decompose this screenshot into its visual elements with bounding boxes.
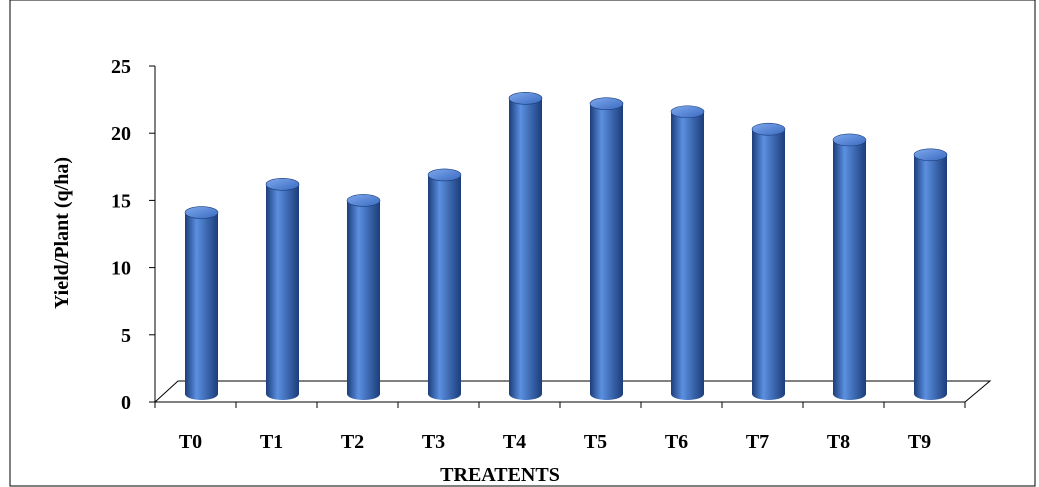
x-tick-label: T0 (179, 431, 202, 453)
x-tick-label: T9 (908, 431, 931, 453)
bar-series (184, 92, 948, 401)
bar-T0 (184, 206, 219, 401)
bar-body (509, 98, 542, 400)
bar-top (184, 206, 219, 219)
y-tick-label: 0 (121, 392, 131, 414)
bar-top (751, 122, 786, 136)
bar-body (833, 139, 866, 401)
bar-body (752, 129, 785, 401)
x-tick-label: T5 (584, 431, 607, 453)
y-tick-label: 10 (111, 258, 131, 280)
bar-T2 (346, 194, 381, 401)
bar-T5 (589, 97, 624, 401)
y-tick-label: 25 (111, 56, 131, 78)
y-tick-label: 15 (111, 190, 131, 212)
y-tick-label: 20 (111, 123, 131, 145)
bar-T1 (265, 178, 300, 401)
bar-top (913, 148, 948, 162)
y-tick-label: 5 (121, 325, 131, 347)
y-axis-ticks: 0 5 10 15 20 25 (111, 56, 155, 414)
bar-body (914, 154, 947, 401)
bar-T9 (913, 148, 948, 401)
x-tick-label: T6 (665, 431, 688, 453)
bar-top (508, 92, 543, 105)
x-tick-label: T2 (341, 431, 364, 453)
bar-body (347, 200, 380, 401)
bar-top (589, 97, 624, 110)
x-tick-label: T4 (503, 431, 526, 453)
bar-body (266, 184, 299, 401)
bar-T4 (508, 92, 543, 400)
x-tick-label: T1 (260, 431, 283, 453)
bar-top (832, 133, 867, 147)
bar-top (265, 178, 300, 191)
y-axis-label: Yield/Plant (q/ha) (51, 157, 73, 309)
bar-body (671, 111, 704, 401)
bar-T3 (427, 168, 462, 401)
bar-T7 (751, 122, 786, 401)
x-axis-ticks: T0 T1 T2 T3 T4 T5 T6 T7 T8 T9 (154, 402, 966, 453)
bar-body (428, 174, 461, 401)
x-tick-label: T7 (746, 431, 769, 453)
x-tick-label: T8 (827, 431, 850, 453)
bar-body (185, 212, 218, 401)
bar-T6 (670, 105, 705, 401)
bar-T8 (832, 133, 867, 401)
bar-top (670, 105, 705, 119)
bar-top (427, 168, 462, 182)
x-axis-label: TREATENTS (440, 464, 560, 486)
bar-top (346, 194, 381, 207)
bar-body (590, 103, 623, 401)
x-tick-label: T3 (422, 431, 445, 453)
